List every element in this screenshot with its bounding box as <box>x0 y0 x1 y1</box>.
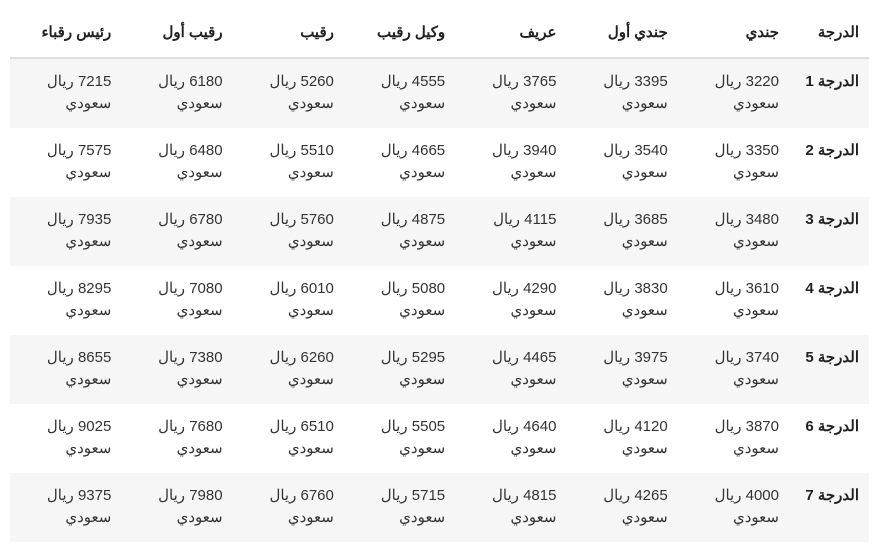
value-cell: 3220 ريال سعودي <box>678 58 789 128</box>
value-cell: 9025 ريال سعودي <box>10 404 121 473</box>
value-cell: 8295 ريال سعودي <box>10 266 121 335</box>
col-header: جندي <box>678 10 789 58</box>
value-cell: 4665 ريال سعودي <box>344 128 455 197</box>
value-cell: 6760 ريال سعودي <box>233 473 344 542</box>
value-cell: 3610 ريال سعودي <box>678 266 789 335</box>
value-cell: 6510 ريال سعودي <box>233 404 344 473</box>
value-cell: 3740 ريال سعودي <box>678 335 789 404</box>
value-cell: 4465 ريال سعودي <box>455 335 566 404</box>
value-cell: 4115 ريال سعودي <box>455 197 566 266</box>
table-header: الدرجة جندي جندي أول عريف وكيل رقيب رقيب… <box>10 10 869 58</box>
value-cell: 3480 ريال سعودي <box>678 197 789 266</box>
value-cell: 9375 ريال سعودي <box>10 473 121 542</box>
value-cell: 4000 ريال سعودي <box>678 473 789 542</box>
grade-cell: الدرجة 4 <box>789 266 869 335</box>
value-cell: 7935 ريال سعودي <box>10 197 121 266</box>
col-header: الدرجة <box>789 10 869 58</box>
col-header: رقيب <box>233 10 344 58</box>
value-cell: 4265 ريال سعودي <box>566 473 677 542</box>
table-row: الدرجة 43610 ريال سعودي3830 ريال سعودي42… <box>10 266 869 335</box>
value-cell: 3540 ريال سعودي <box>566 128 677 197</box>
value-cell: 5510 ريال سعودي <box>233 128 344 197</box>
value-cell: 6780 ريال سعودي <box>121 197 232 266</box>
value-cell: 8655 ريال سعودي <box>10 335 121 404</box>
grade-cell: الدرجة 6 <box>789 404 869 473</box>
col-header: عريف <box>455 10 566 58</box>
table-row: الدرجة 74000 ريال سعودي4265 ريال سعودي48… <box>10 473 869 542</box>
table-row: الدرجة 53740 ريال سعودي3975 ريال سعودي44… <box>10 335 869 404</box>
value-cell: 5505 ريال سعودي <box>344 404 455 473</box>
table-row: الدرجة 33480 ريال سعودي3685 ريال سعودي41… <box>10 197 869 266</box>
value-cell: 3395 ريال سعودي <box>566 58 677 128</box>
value-cell: 3830 ريال سعودي <box>566 266 677 335</box>
value-cell: 7080 ريال سعودي <box>121 266 232 335</box>
table-row: الدرجة 63870 ريال سعودي4120 ريال سعودي46… <box>10 404 869 473</box>
value-cell: 6180 ريال سعودي <box>121 58 232 128</box>
col-header: رقيب أول <box>121 10 232 58</box>
value-cell: 5260 ريال سعودي <box>233 58 344 128</box>
value-cell: 6480 ريال سعودي <box>121 128 232 197</box>
grade-cell: الدرجة 2 <box>789 128 869 197</box>
value-cell: 4120 ريال سعودي <box>566 404 677 473</box>
value-cell: 3765 ريال سعودي <box>455 58 566 128</box>
value-cell: 3975 ريال سعودي <box>566 335 677 404</box>
value-cell: 7215 ريال سعودي <box>10 58 121 128</box>
value-cell: 4815 ريال سعودي <box>455 473 566 542</box>
grade-cell: الدرجة 5 <box>789 335 869 404</box>
value-cell: 7980 ريال سعودي <box>121 473 232 542</box>
value-cell: 4875 ريال سعودي <box>344 197 455 266</box>
value-cell: 3870 ريال سعودي <box>678 404 789 473</box>
value-cell: 3350 ريال سعودي <box>678 128 789 197</box>
col-header: رئيس رقباء <box>10 10 121 58</box>
value-cell: 7380 ريال سعودي <box>121 335 232 404</box>
value-cell: 3940 ريال سعودي <box>455 128 566 197</box>
value-cell: 4640 ريال سعودي <box>455 404 566 473</box>
table-row: الدرجة 23350 ريال سعودي3540 ريال سعودي39… <box>10 128 869 197</box>
value-cell: 7680 ريال سعودي <box>121 404 232 473</box>
value-cell: 5295 ريال سعودي <box>344 335 455 404</box>
table-row: الدرجة 13220 ريال سعودي3395 ريال سعودي37… <box>10 58 869 128</box>
col-header: جندي أول <box>566 10 677 58</box>
table-body: الدرجة 13220 ريال سعودي3395 ريال سعودي37… <box>10 58 869 542</box>
salary-table: الدرجة جندي جندي أول عريف وكيل رقيب رقيب… <box>10 10 869 542</box>
value-cell: 6010 ريال سعودي <box>233 266 344 335</box>
grade-cell: الدرجة 1 <box>789 58 869 128</box>
value-cell: 4555 ريال سعودي <box>344 58 455 128</box>
col-header: وكيل رقيب <box>344 10 455 58</box>
value-cell: 5760 ريال سعودي <box>233 197 344 266</box>
value-cell: 4290 ريال سعودي <box>455 266 566 335</box>
value-cell: 5080 ريال سعودي <box>344 266 455 335</box>
value-cell: 6260 ريال سعودي <box>233 335 344 404</box>
value-cell: 7575 ريال سعودي <box>10 128 121 197</box>
value-cell: 3685 ريال سعودي <box>566 197 677 266</box>
grade-cell: الدرجة 7 <box>789 473 869 542</box>
grade-cell: الدرجة 3 <box>789 197 869 266</box>
value-cell: 5715 ريال سعودي <box>344 473 455 542</box>
